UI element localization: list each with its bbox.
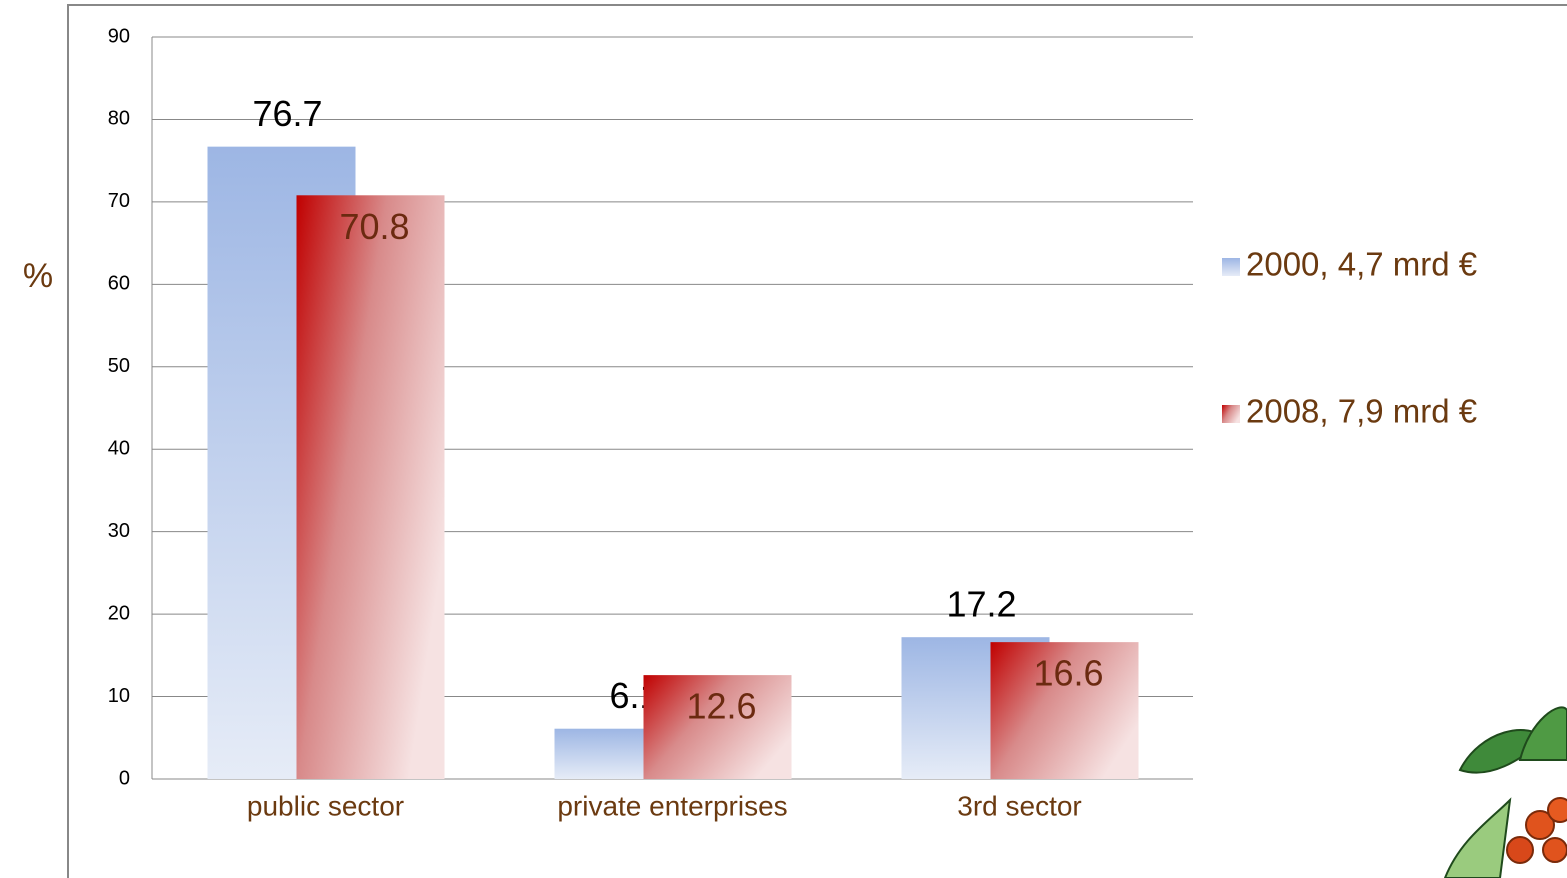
y-tick-label: 50 [108, 355, 130, 377]
bar [643, 675, 792, 779]
decoration [1443, 706, 1567, 878]
frame [67, 4, 1567, 878]
y-tick-label: 30 [108, 520, 130, 542]
legend-label: 2008, 7,9 mrd € [1246, 393, 1477, 430]
y-tick-label: 80 [108, 108, 130, 130]
data-label: 17.2 [946, 584, 1016, 625]
x-tick-label: public sector [247, 790, 404, 821]
y-tick-label: 40 [108, 438, 130, 460]
y-tick-label: 90 [108, 25, 130, 47]
y-axis-label: % [23, 257, 53, 295]
legend-swatch [1222, 258, 1240, 276]
data-label: 70.8 [339, 206, 409, 247]
y-tick-label: 0 [119, 767, 130, 789]
bar [990, 642, 1139, 779]
y-tick-label: 20 [108, 602, 130, 624]
y-tick-label: 10 [108, 685, 130, 707]
x-tick-label: 3rd sector [957, 790, 1082, 821]
data-label: 76.7 [252, 93, 322, 134]
y-tick-label: 70 [108, 190, 130, 212]
x-tick-label: private enterprises [557, 790, 787, 821]
legend-label: 2000, 4,7 mrd € [1246, 246, 1477, 283]
data-label: 12.6 [686, 686, 756, 727]
legend-swatch [1222, 405, 1240, 423]
bar [296, 195, 445, 779]
y-tick-label: 60 [108, 273, 130, 295]
data-label: 16.6 [1033, 653, 1103, 694]
